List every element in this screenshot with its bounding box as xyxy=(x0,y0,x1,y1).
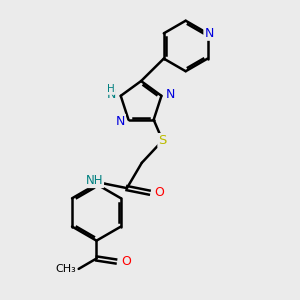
Text: H: H xyxy=(107,84,115,94)
Text: O: O xyxy=(121,255,131,268)
Text: N: N xyxy=(204,27,214,40)
Text: N: N xyxy=(116,115,125,128)
Text: CH₃: CH₃ xyxy=(55,264,76,274)
Text: N: N xyxy=(107,88,116,101)
Text: S: S xyxy=(158,134,167,147)
Text: N: N xyxy=(166,88,175,101)
Text: NH: NH xyxy=(85,174,103,187)
Text: O: O xyxy=(154,186,164,199)
